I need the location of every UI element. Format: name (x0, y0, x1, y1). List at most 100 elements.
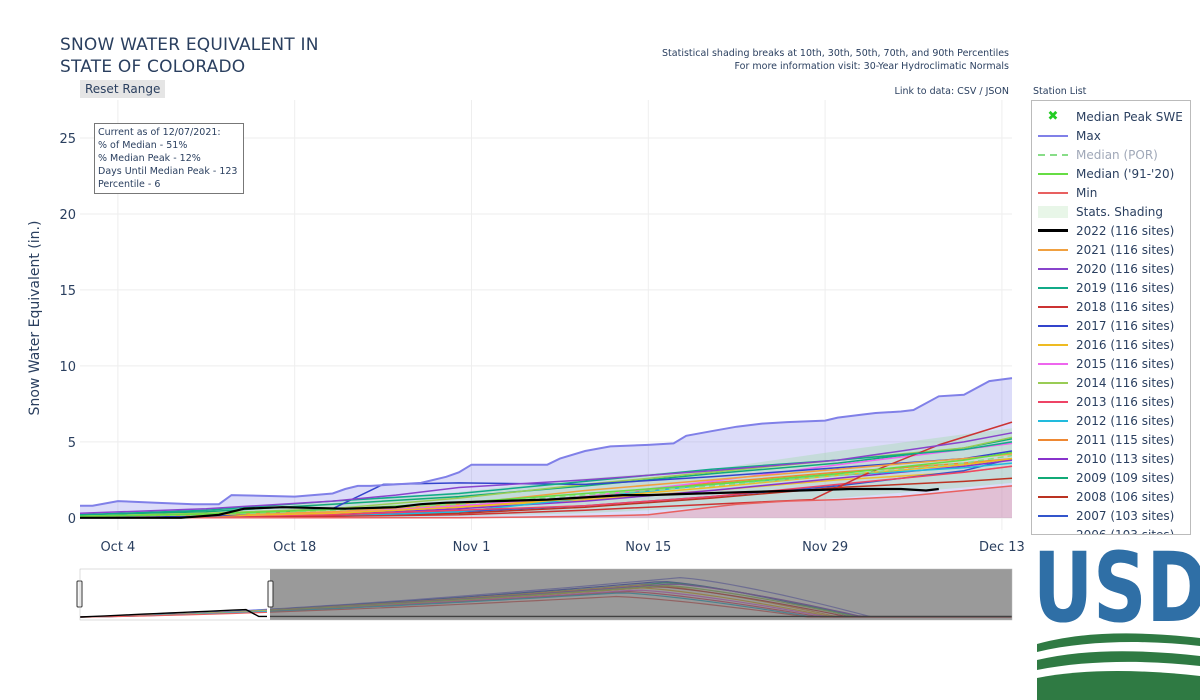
legend-item[interactable]: 2018 (116 sites) (1032, 297, 1190, 316)
legend-item[interactable]: 2010 (113 sites) (1032, 449, 1190, 468)
legend-swatch (1038, 191, 1068, 194)
info-line-days-until-peak: Days Until Median Peak - 123 (98, 166, 238, 177)
legend-label: Median (POR) (1076, 147, 1158, 162)
legend-swatch (1038, 381, 1068, 384)
legend-label: 2010 (113 sites) (1076, 451, 1175, 466)
legend-label: 2017 (116 sites) (1076, 318, 1175, 333)
legend-item[interactable]: 2021 (116 sites) (1032, 240, 1190, 259)
slider-handle-left[interactable] (76, 580, 83, 608)
legend-label: 2011 (115 sites) (1076, 432, 1175, 447)
legend-swatch (1038, 134, 1068, 137)
legend-item[interactable]: 2016 (116 sites) (1032, 335, 1190, 354)
legend-label: 2014 (116 sites) (1076, 375, 1175, 390)
legend-item[interactable]: 2006 (103 sites) (1032, 525, 1190, 534)
legend-label: Stats. Shading (1076, 204, 1164, 219)
y-tick-label: 15 (59, 284, 76, 299)
current-year-line (80, 487, 939, 519)
x-tick-label: Nov 29 (802, 540, 848, 555)
legend-item[interactable]: Min (1032, 183, 1190, 202)
legend-swatch (1038, 343, 1068, 346)
legend-item[interactable]: 2014 (116 sites) (1032, 373, 1190, 392)
x-tick-label: Dec 13 (979, 540, 1025, 555)
subtitle-line1: Statistical shading breaks at 10th, 30th… (662, 48, 1009, 59)
legend-item[interactable]: 2012 (116 sites) (1032, 411, 1190, 430)
info-line-percentile: Percentile - 6 (98, 179, 161, 190)
legend-swatch (1038, 533, 1068, 534)
slider-mask (269, 569, 1012, 620)
legend-swatch (1038, 514, 1068, 517)
chart-title-line2: STATE OF COLORADO (60, 57, 246, 77)
legend-swatch (1038, 362, 1068, 365)
legend-swatch (1038, 400, 1068, 403)
info-line-pct-median: % of Median - 51% (98, 140, 188, 151)
y-tick-label: 20 (59, 208, 76, 223)
legend-label: 2020 (116 sites) (1076, 261, 1175, 276)
series-line (79, 441, 1013, 516)
data-link[interactable]: Link to data: CSV / JSON (894, 86, 1009, 97)
legend-item[interactable]: ✖ Median Peak SWE (1032, 107, 1190, 126)
legend-swatch (1038, 229, 1068, 232)
info-line-current: Current as of 12/07/2021: (98, 127, 221, 138)
legend-swatch (1038, 205, 1068, 218)
y-tick-label: 0 (68, 512, 76, 527)
reset-range-button[interactable]: Reset Range (80, 80, 166, 98)
y-tick-labels: 0 5 10 15 20 25 (59, 132, 76, 527)
min-envelope (80, 485, 1012, 518)
median-peak-marker-icon: ✖ (1047, 109, 1059, 124)
swe-chart[interactable]: 0 5 10 15 20 25 Oct 4 Oct 18 Nov 1 Nov 15 Nov 29 D… (0, 0, 1030, 640)
stats-shading (80, 428, 1012, 518)
y-tick-label: 5 (68, 436, 76, 451)
x-tick-label: Nov 15 (625, 540, 671, 555)
usda-logo-text: USD (1037, 540, 1200, 644)
x-tick-label: Oct 18 (273, 540, 316, 555)
legend-label: 2022 (116 sites) (1076, 223, 1175, 238)
station-list-link[interactable]: Station List (1033, 86, 1087, 97)
legend-label: 2009 (109 sites) (1076, 470, 1175, 485)
legend-item[interactable]: 2019 (116 sites) (1032, 278, 1190, 297)
legend-item[interactable]: 2015 (116 sites) (1032, 354, 1190, 373)
legend-label: Max (1076, 128, 1101, 143)
y-axis-label: Snow Water Equivalent (in.) (27, 221, 43, 416)
legend-item[interactable]: 2011 (115 sites) (1032, 430, 1190, 449)
legend-swatch (1038, 476, 1068, 479)
legend-swatch (1038, 457, 1068, 460)
max-line (80, 377, 1013, 507)
legend-swatch (1038, 419, 1068, 422)
x-tick-label: Oct 4 (100, 540, 135, 555)
chart-legend[interactable]: ✖ Median Peak SWE Max Median (POR) Median ('… (1031, 100, 1191, 535)
legend-item[interactable]: 2020 (116 sites) (1032, 259, 1190, 278)
legend-label: 2021 (116 sites) (1076, 242, 1175, 257)
legend-item[interactable]: 2007 (103 sites) (1032, 506, 1190, 525)
legend-item[interactable]: Max (1032, 126, 1190, 145)
legend-label: 2016 (116 sites) (1076, 337, 1175, 352)
usda-logo: USD (1037, 540, 1200, 700)
chart-title-line1: SNOW WATER EQUIVALENT IN (60, 35, 319, 55)
range-slider[interactable] (76, 567, 1013, 622)
legend-swatch (1038, 305, 1068, 308)
legend-item[interactable]: 2022 (116 sites) (1032, 221, 1190, 240)
subtitle-line2[interactable]: For more information visit: 30-Year Hydr… (734, 61, 1009, 72)
median-por-line (79, 454, 1013, 518)
legend-item[interactable]: 2017 (116 sites) (1032, 316, 1190, 335)
slider-handle-right[interactable] (267, 580, 274, 608)
chart-subtitle: Statistical shading breaks at 10th, 30th… (662, 47, 1009, 73)
x-tick-label: Nov 1 (453, 540, 491, 555)
current-conditions-box: Current as of 12/07/2021: % of Median - … (94, 123, 244, 194)
y-tick-label: 25 (59, 132, 76, 147)
max-envelope (80, 378, 1012, 518)
legend-item[interactable]: Median (POR) (1032, 145, 1190, 164)
legend-swatch (1038, 286, 1068, 289)
legend-item[interactable]: 2013 (116 sites) (1032, 392, 1190, 411)
legend-swatch (1038, 153, 1068, 156)
legend-item[interactable]: Median ('91-'20) (1032, 164, 1190, 183)
legend-label: 2012 (116 sites) (1076, 413, 1175, 428)
chart-title: SNOW WATER EQUIVALENT IN STATE OF COLORA… (60, 34, 319, 78)
legend-item[interactable]: 2008 (106 sites) (1032, 487, 1190, 506)
slider-border (79, 568, 1013, 621)
x-tick-labels: Oct 4 Oct 18 Nov 1 Nov 15 Nov 29 Dec 13 (100, 540, 1024, 555)
legend-item[interactable]: Stats. Shading (1032, 202, 1190, 221)
legend-label: Min (1076, 185, 1098, 200)
median-9120-line (79, 451, 1013, 518)
legend-swatch (1038, 324, 1068, 327)
legend-item[interactable]: 2009 (109 sites) (1032, 468, 1190, 487)
